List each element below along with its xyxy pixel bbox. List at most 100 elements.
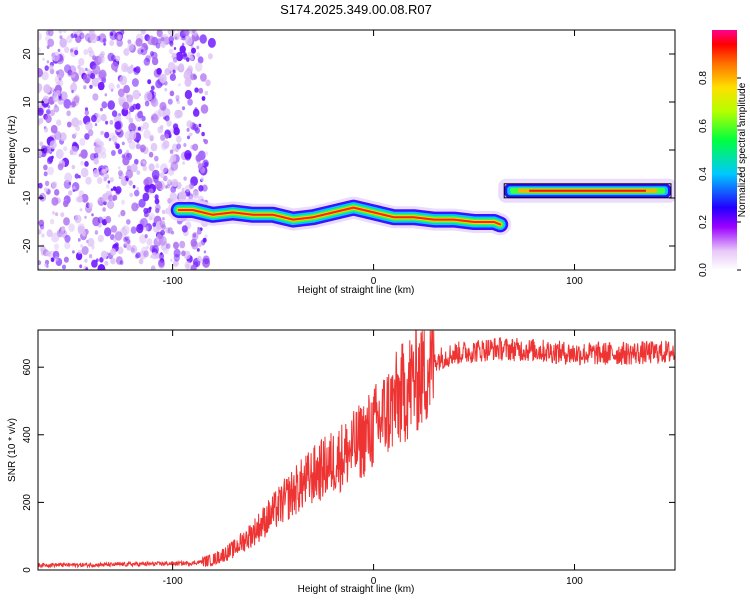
- noise-blob: [96, 177, 103, 184]
- noise-blob: [173, 241, 179, 250]
- noise-blob: [72, 186, 76, 190]
- noise-blob: [102, 38, 107, 43]
- noise-blob: [186, 127, 190, 132]
- noise-blob: [88, 254, 93, 259]
- noise-blob: [64, 46, 70, 54]
- noise-blob: [166, 120, 172, 127]
- noise-blob: [142, 122, 149, 130]
- noise-blob: [63, 98, 72, 109]
- noise-blob: [91, 213, 94, 217]
- track-segment-1: [177, 206, 502, 226]
- noise-blob: [54, 104, 57, 108]
- noise-blob: [165, 133, 169, 139]
- noise-blob: [64, 241, 71, 250]
- noise-blob: [183, 30, 190, 37]
- noise-blob: [101, 165, 108, 173]
- noise-blob: [147, 35, 156, 46]
- snr-y-ticks: 0 200 400 600: [22, 358, 675, 573]
- noise-blob: [100, 113, 107, 122]
- noise-blob: [94, 230, 99, 235]
- noise-blob: [160, 41, 166, 48]
- noise-blob: [55, 149, 64, 159]
- noise-blob: [167, 98, 173, 105]
- noise-blob: [111, 110, 118, 117]
- noise-blob: [48, 64, 54, 71]
- noise-blob: [160, 241, 168, 251]
- noise-blob: [131, 78, 139, 87]
- noise-blob: [143, 207, 149, 214]
- noise-blob: [105, 167, 109, 171]
- noise-blob: [196, 228, 202, 235]
- noise-blob: [160, 36, 165, 42]
- noise-blob: [124, 241, 128, 246]
- noise-blob: [111, 150, 116, 156]
- noise-blob: [137, 48, 143, 55]
- noise-blob: [41, 71, 49, 81]
- noise-blob: [46, 229, 53, 238]
- noise-blob: [101, 193, 109, 203]
- snr-frame: [37, 329, 676, 571]
- noise-blob: [100, 250, 108, 259]
- noise-blob: [160, 252, 163, 256]
- noise-blob: [54, 131, 62, 140]
- colorbar-gradient: [712, 30, 737, 270]
- noise-blob: [107, 180, 111, 184]
- noise-blob: [66, 110, 71, 117]
- noise-blob: [138, 198, 146, 208]
- noise-blob: [74, 94, 80, 101]
- noise-blob: [135, 143, 141, 150]
- noise-blob: [192, 233, 197, 238]
- noise-blob: [176, 135, 182, 143]
- noise-blob: [121, 225, 130, 236]
- noise-blob: [148, 183, 156, 194]
- spectrogram-frame: [37, 29, 676, 271]
- noise-blob: [109, 120, 114, 125]
- noise-blob: [151, 252, 158, 260]
- noise-blob: [204, 90, 209, 96]
- noise-blob: [48, 30, 54, 37]
- noise-blob: [54, 256, 59, 262]
- noise-blob: [110, 248, 117, 256]
- noise-blob: [43, 84, 51, 94]
- noise-blob: [160, 163, 168, 174]
- noise-blob: [123, 48, 130, 56]
- noise-blob: [174, 36, 178, 40]
- noise-blob: [69, 105, 73, 109]
- noise-blob: [151, 169, 160, 180]
- noise-blob: [198, 185, 204, 192]
- noise-blob: [38, 260, 42, 266]
- noise-blob: [178, 63, 185, 71]
- noise-blob: [173, 253, 180, 262]
- noise-blob: [113, 244, 117, 249]
- noise-blob: [183, 176, 187, 181]
- noise-blob: [52, 95, 59, 103]
- noise-blob: [200, 177, 205, 182]
- noise-blob: [194, 87, 199, 93]
- spectrogram-x-tick-label: -100: [163, 276, 183, 287]
- noise-blob: [183, 52, 187, 57]
- noise-blob: [79, 138, 86, 146]
- noise-blob: [85, 176, 92, 185]
- noise-blob: [172, 69, 176, 74]
- noise-blob: [82, 73, 91, 84]
- noise-blob: [114, 231, 123, 241]
- noise-blob: [38, 219, 45, 227]
- noise-blob: [196, 52, 201, 58]
- spectrogram-y-label: Frequency (Hz): [7, 116, 18, 185]
- noise-blob: [49, 109, 55, 117]
- noise-blob: [93, 152, 99, 159]
- frequency-track: [167, 178, 675, 236]
- noise-blob: [92, 93, 99, 101]
- noise-blob: [101, 101, 108, 109]
- noise-blob: [150, 265, 156, 270]
- noise-blob: [181, 225, 188, 233]
- noise-blob: [142, 165, 148, 172]
- snr-y-tick-label: 600: [22, 358, 33, 375]
- noise-blob: [64, 172, 73, 183]
- noise-blob: [122, 101, 130, 111]
- spectrogram-y-tick-label: 0: [22, 147, 33, 153]
- noise-blob: [121, 62, 129, 73]
- noise-blob: [178, 83, 181, 87]
- snr-x-label: Height of straight line (km): [298, 584, 415, 595]
- noise-blob: [202, 261, 206, 266]
